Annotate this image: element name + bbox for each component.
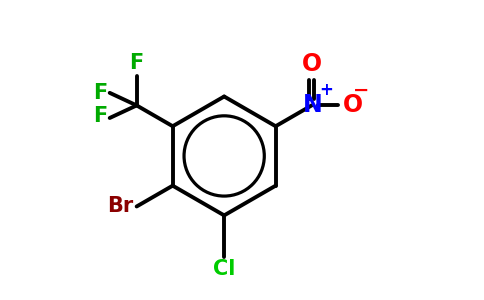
Text: O: O xyxy=(343,93,363,117)
Text: −: − xyxy=(353,81,369,100)
Text: Br: Br xyxy=(107,196,134,217)
Text: Cl: Cl xyxy=(213,260,235,279)
Text: O: O xyxy=(302,52,322,76)
Text: $\mathregular{N}$: $\mathregular{N}$ xyxy=(302,93,321,117)
Text: F: F xyxy=(130,53,144,73)
Text: F: F xyxy=(93,83,107,103)
Text: +: + xyxy=(320,81,333,99)
Text: F: F xyxy=(93,106,107,127)
